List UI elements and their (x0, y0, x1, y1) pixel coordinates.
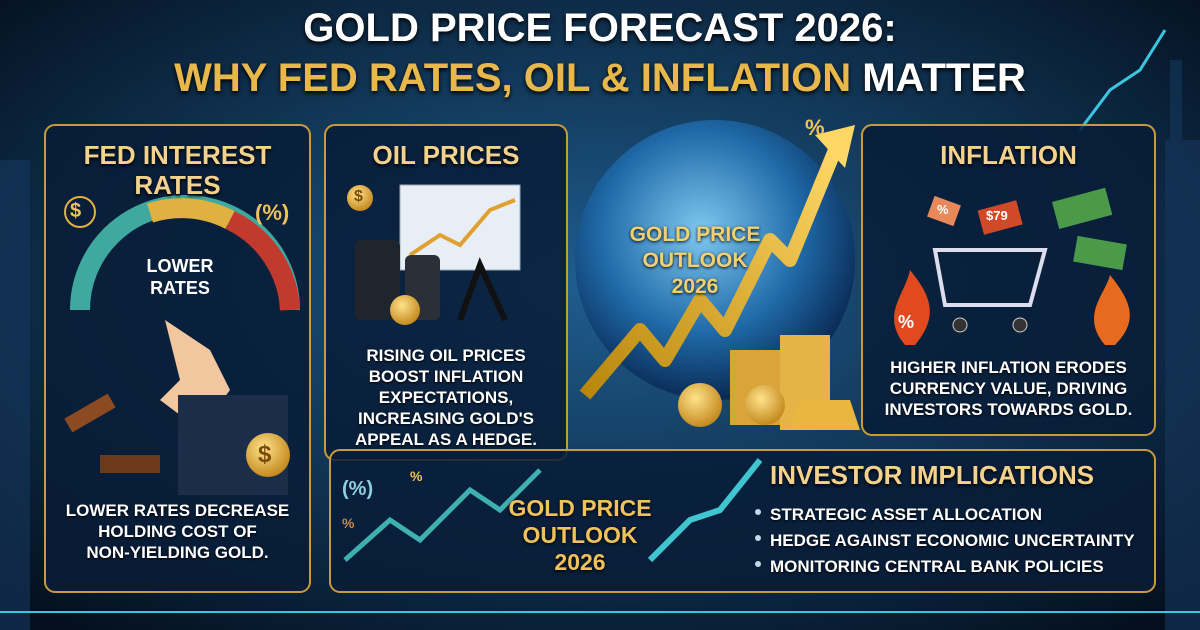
coin-label: $ (354, 188, 363, 205)
line: OUTLOOK (642, 249, 748, 272)
icon: (%) (342, 478, 374, 500)
tag-text: % (937, 202, 949, 217)
title-gold: WHY FED RATES, OIL & INFLATION (174, 56, 852, 100)
panel-body: RISING OIL PRICES BOOST INFLATION EXPECTAT… (325, 345, 567, 450)
panel-body: HIGHER INFLATION ERODES CURRENCY VALUE, D… (862, 357, 1155, 420)
outlook: GOLD PRICE OUTLOOK 2026 (505, 495, 655, 576)
line: INVESTORS TOWARDS GOLD. (884, 400, 1133, 419)
tag-text: $79 (986, 208, 1008, 223)
panel-title: FED INTEREST RATES (45, 140, 310, 200)
barrel (355, 240, 400, 320)
trend-line (1078, 29, 1167, 131)
line: GOLD PRICE (508, 495, 652, 521)
line: INCREASING GOLD'S (358, 409, 534, 428)
gauge-red (225, 210, 300, 311)
line: 2026 (671, 275, 719, 298)
gauge-yellow (146, 198, 235, 230)
line: APPEAL AS A HEDGE. (355, 430, 537, 449)
line: LOWER (146, 256, 214, 276)
line: HIGHER INFLATION ERODES (890, 358, 1127, 377)
gold-arrow (579, 147, 842, 400)
panel-title: OIL PRICES (372, 140, 520, 170)
line: OUTLOOK (522, 522, 638, 548)
fire (1094, 275, 1130, 345)
price-tag (927, 195, 961, 227)
line: FED INTEREST (83, 140, 272, 170)
gauge-label: LOWER RATES (125, 255, 235, 299)
coin-stack (678, 335, 860, 430)
fire (894, 270, 930, 345)
bullet: MONITORING CENTRAL BANK POLICIES (770, 557, 1104, 576)
title: WHY FED RATES, OIL & INFLATION MATTER (0, 56, 1200, 101)
line: LOWER RATES DECREASE (65, 501, 290, 520)
title-white: MATTER (862, 56, 1026, 100)
pump-jack (457, 257, 508, 322)
coin (347, 185, 373, 211)
dollar-ring (64, 196, 96, 228)
gavel (64, 393, 116, 433)
percent: % (805, 115, 825, 140)
coin (390, 295, 420, 325)
cash (1073, 235, 1127, 271)
price-tag (977, 200, 1023, 235)
cash (1051, 187, 1113, 230)
line: RISING OIL PRICES (366, 346, 526, 365)
bullet: STRATEGIC ASSET ALLOCATION (770, 505, 1042, 524)
teal-arrow (647, 458, 763, 563)
line: EXPECTATIONS, (378, 388, 514, 407)
line: HOLDING COST OF (98, 522, 257, 541)
coin-label: $ (258, 441, 272, 468)
line: NON-YIELDING GOLD. (86, 543, 269, 562)
icon: (%) (255, 200, 290, 225)
arrow-head (815, 125, 855, 168)
board-line (408, 198, 516, 257)
fire-text: % (898, 312, 915, 332)
bullet: HEDGE AGAINST ECONOMIC UNCERTAINTY (770, 531, 1135, 550)
icon: $ (70, 200, 82, 222)
line: 2026 (554, 549, 606, 575)
teal-trend (343, 468, 542, 562)
bullet-dots (755, 509, 761, 567)
line: CURRENCY VALUE, DRIVING (889, 379, 1128, 398)
bullet-list: STRATEGIC ASSET ALLOCATION HEDGE AGAINST … (770, 502, 1135, 580)
line: GOLD PRICE (629, 223, 761, 246)
panel-title: INVESTOR IMPLICATIONS (770, 460, 1095, 490)
title: GOLD PRICE FORECAST 2026: (303, 6, 897, 50)
line: BOOST INFLATION (368, 367, 524, 386)
cart (932, 248, 1048, 307)
coin (246, 433, 290, 477)
line: RATES (134, 170, 221, 200)
icon: % (342, 515, 355, 531)
gavel-base (100, 455, 160, 473)
panel-body: LOWER RATES DECREASE HOLDING COST OF NON-Y… (45, 500, 310, 563)
panel-title: INFLATION (940, 140, 1077, 170)
globe-label: GOLD PRICE OUTLOOK 2026 (610, 222, 780, 300)
icon: % (410, 468, 423, 484)
line: RATES (150, 278, 210, 298)
skyline (0, 60, 1200, 630)
